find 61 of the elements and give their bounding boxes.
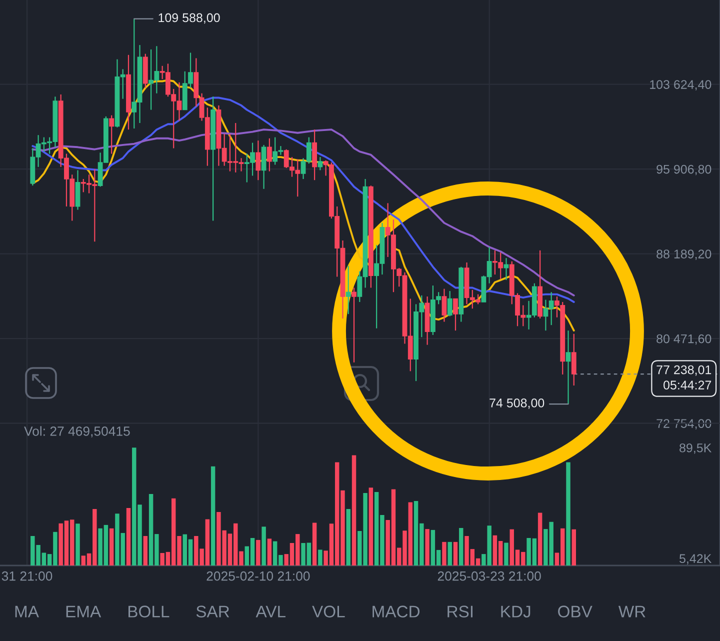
bar <box>210 466 216 566</box>
bar <box>126 508 131 566</box>
candlestick <box>571 333 576 386</box>
bar <box>448 542 452 566</box>
bar <box>425 529 430 566</box>
text: RSI <box>448 606 472 618</box>
text: WR <box>618 606 646 618</box>
bar <box>262 526 266 566</box>
annotation: Vol: 27 469,50415 <box>24 426 130 438</box>
y-tick-label: 89,5K <box>680 443 712 454</box>
candlestick <box>504 258 509 281</box>
line-series <box>32 96 575 303</box>
y-tick-label: 88 189,20 <box>656 250 712 260</box>
y-tick-label: 80 471,60 <box>656 334 712 345</box>
bar <box>143 536 148 566</box>
candlestick <box>566 330 571 405</box>
bar <box>346 509 350 566</box>
candlestick <box>109 114 114 154</box>
text: EMA <box>66 606 102 618</box>
y-tick-label: 5,42K <box>680 554 712 564</box>
y-tick-label: 95 906,80 <box>656 164 712 176</box>
text: BOLL <box>128 606 170 618</box>
bar <box>572 529 576 566</box>
candlestick <box>453 298 458 332</box>
bar <box>312 522 317 566</box>
candlestick <box>261 144 266 190</box>
bar <box>459 528 464 566</box>
candlestick <box>266 138 272 172</box>
bar <box>566 462 570 566</box>
text: SAR <box>196 606 230 618</box>
candlestick <box>256 140 261 181</box>
bar <box>504 542 508 566</box>
x-tick-label: 31 21:00 <box>2 571 52 581</box>
text: VOL <box>312 606 345 618</box>
bar <box>256 540 260 566</box>
bar <box>453 542 458 566</box>
text: AVL <box>256 606 286 618</box>
bar <box>538 512 542 566</box>
ref-line-label: 77 238,01 05:44:27 <box>656 365 712 390</box>
candlestick <box>442 288 447 322</box>
x-tick-label: 2025-02-10 21:00 <box>206 571 310 581</box>
bar <box>368 488 374 566</box>
text: MA <box>15 606 39 618</box>
text: OBV <box>558 606 592 618</box>
annotation: 109 588,00 <box>158 13 220 24</box>
bar <box>109 528 114 566</box>
candlestick <box>447 290 452 317</box>
candlestick <box>346 265 351 315</box>
bar <box>442 542 446 566</box>
candlestick <box>318 156 323 171</box>
x-tick-label: 2025-03-23 21:00 <box>438 571 541 581</box>
candlestick <box>352 287 356 363</box>
y-tick-label: 103 624,40 <box>650 80 712 90</box>
bar <box>318 550 322 566</box>
text: KDJ <box>501 606 530 618</box>
text: MACD <box>372 606 420 618</box>
line-series <box>32 128 575 296</box>
bar <box>76 524 80 566</box>
bar <box>267 538 272 566</box>
bar <box>352 455 356 566</box>
annotation: 74 508,00 <box>490 398 544 409</box>
